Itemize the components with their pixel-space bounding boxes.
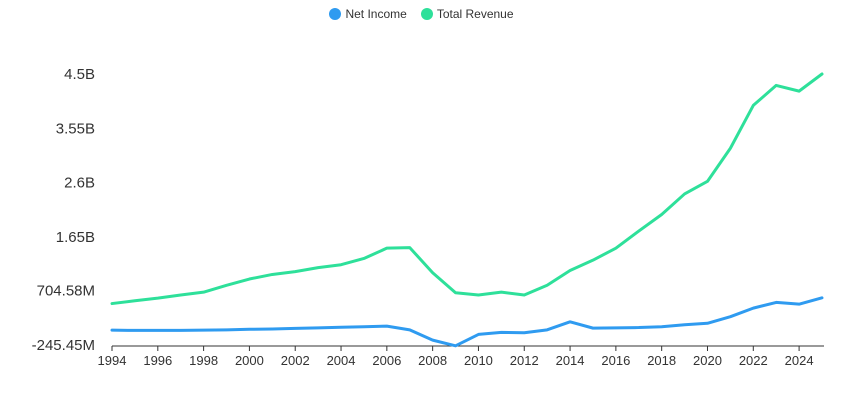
series-line-net-income[interactable] <box>110 296 824 348</box>
x-tick-label: 2018 <box>647 353 676 368</box>
x-tick-label: 2006 <box>372 353 401 368</box>
y-tick-label: 2.6B <box>64 175 95 192</box>
y-tick-label: 4.5B <box>64 66 95 83</box>
x-tick-label: 2004 <box>327 353 356 368</box>
y-tick-label: 3.55B <box>56 120 95 137</box>
legend-swatch-net-income <box>329 8 342 20</box>
legend-item-total-revenue[interactable]: Total Revenue <box>420 7 514 21</box>
y-tick-label: -245.45M <box>32 337 95 354</box>
x-tick-label: 2014 <box>556 353 585 368</box>
x-tick-label: 1998 <box>189 353 218 368</box>
x-tick-label: 2022 <box>739 353 768 368</box>
x-tick-label: 1994 <box>98 353 127 368</box>
legend: Net Income Total Revenue <box>0 7 843 21</box>
x-tick-label: 2020 <box>693 353 722 368</box>
x-tick-label: 2012 <box>510 353 539 368</box>
legend-item-net-income[interactable]: Net Income <box>329 7 407 21</box>
x-tick-label: 2008 <box>418 353 447 368</box>
series-line-total-revenue[interactable] <box>110 72 824 306</box>
legend-label-total-revenue: Total Revenue <box>436 7 514 21</box>
legend-label-net-income: Net Income <box>345 7 407 21</box>
x-tick-label: 2000 <box>235 353 264 368</box>
x-tick-label: 2002 <box>281 353 310 368</box>
x-tick-label: 1996 <box>143 353 172 368</box>
legend-swatch-total-revenue <box>420 8 433 20</box>
x-tick-label: 2016 <box>601 353 630 368</box>
x-tick-label: 2024 <box>785 353 814 368</box>
x-tick-label: 2010 <box>464 353 493 368</box>
y-tick-label: 704.58M <box>37 283 95 300</box>
y-tick-label: 1.65B <box>56 229 95 246</box>
